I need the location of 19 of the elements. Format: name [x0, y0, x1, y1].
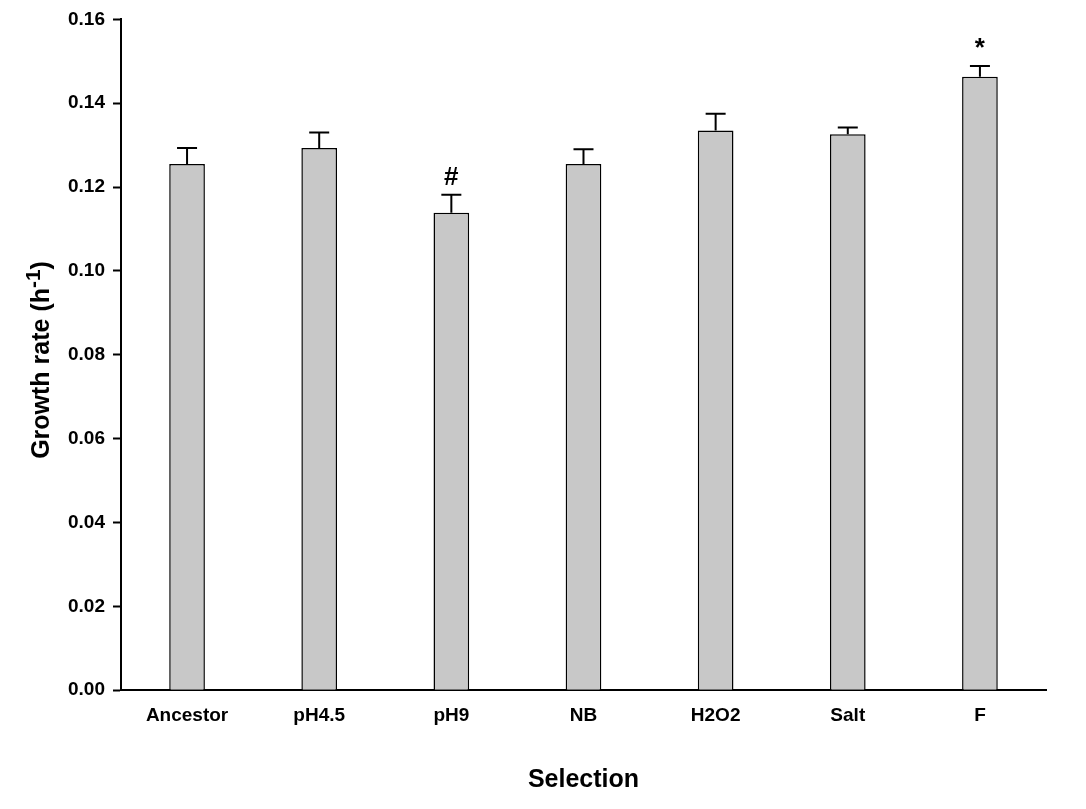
x-tick-label: NB	[569, 703, 598, 725]
y-tick-label: 0.08	[68, 343, 105, 365]
annotation: #	[444, 160, 460, 191]
x-tick-label: F	[974, 703, 986, 725]
x-tick-label: pH4.5	[293, 703, 346, 725]
y-tick-label: 0.02	[68, 594, 105, 616]
y-tick-label: 0.10	[68, 259, 105, 281]
y-tick-label: 0.12	[68, 175, 105, 197]
x-tick-label: pH9	[433, 703, 470, 725]
x-tick-label: Ancestor	[145, 703, 229, 725]
x-tick-label: H2O2	[690, 703, 741, 725]
x-tick-label: Salt	[830, 703, 866, 725]
y-tick-label: 0.16	[68, 7, 105, 29]
annotation: *	[974, 32, 986, 63]
y-tick-label: 0.04	[68, 510, 106, 532]
y-tick-label: 0.06	[68, 426, 105, 448]
x-axis-title: Selection	[527, 763, 640, 792]
y-tick-label: 0.00	[68, 678, 105, 700]
y-tick-label: 0.14	[68, 91, 106, 113]
